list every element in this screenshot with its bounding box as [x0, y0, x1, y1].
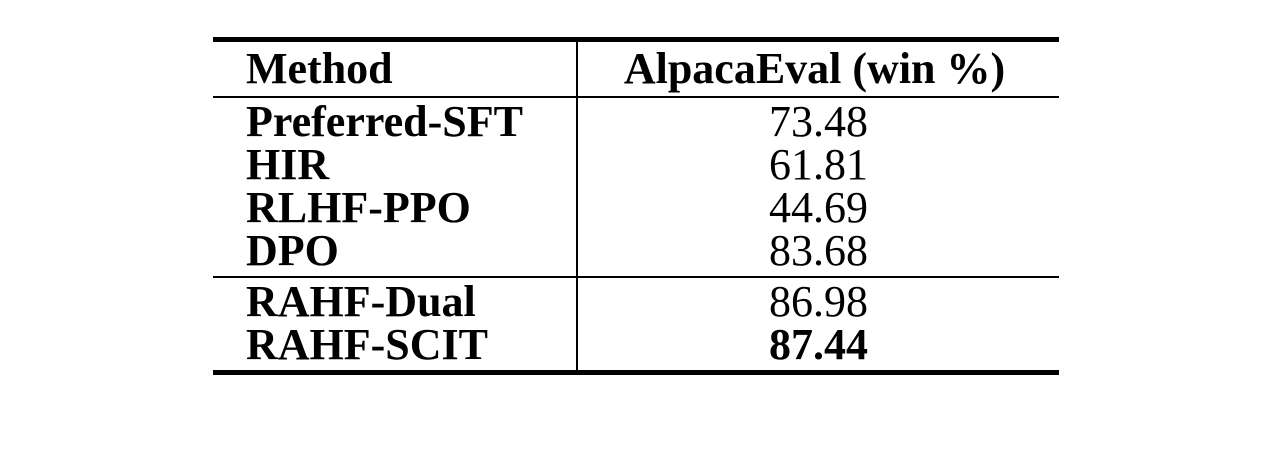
value-cell: 86.98 — [769, 277, 868, 326]
value-cell: 61.81 — [769, 140, 868, 189]
table-header-row: Method AlpacaEval (win %) — [213, 42, 1059, 96]
method-cell: RAHF-Dual — [213, 278, 578, 324]
value-cell: 73.48 — [769, 97, 868, 146]
value-cell: 44.69 — [769, 183, 868, 232]
group-separator-rule — [213, 276, 1059, 278]
table-row: RAHF-SCIT 87.44 — [213, 323, 1059, 370]
table-bottom-rule — [213, 370, 1059, 375]
method-cell: RLHF-PPO — [213, 186, 578, 230]
table-row: RAHF-Dual 86.98 — [213, 277, 1059, 326]
table-row: HIR 61.81 — [213, 140, 1059, 189]
table-row: DPO 83.68 — [213, 229, 1059, 276]
header-rule — [213, 96, 1059, 98]
method-cell: RAHF-SCIT — [213, 323, 578, 370]
results-table: Method AlpacaEval (win %) Preferred-SFT … — [213, 37, 1059, 375]
method-cell: HIR — [213, 143, 578, 187]
baseline-group: Preferred-SFT 73.48 HIR 61.81 RLHF-PPO 4… — [213, 98, 1059, 276]
table-top-rule — [213, 37, 1059, 42]
header-method: Method — [213, 42, 578, 96]
table-row: RLHF-PPO 44.69 — [213, 183, 1059, 232]
method-cell: DPO — [213, 229, 578, 276]
rahf-group: RAHF-Dual 86.98 RAHF-SCIT 87.44 — [213, 278, 1059, 370]
best-value-cell: 87.44 — [769, 320, 868, 369]
value-cell: 83.68 — [769, 226, 868, 275]
table-row: Preferred-SFT 73.48 — [213, 97, 1059, 146]
method-cell: Preferred-SFT — [213, 98, 578, 144]
header-alpacaeval: AlpacaEval (win %) — [623, 44, 1006, 93]
